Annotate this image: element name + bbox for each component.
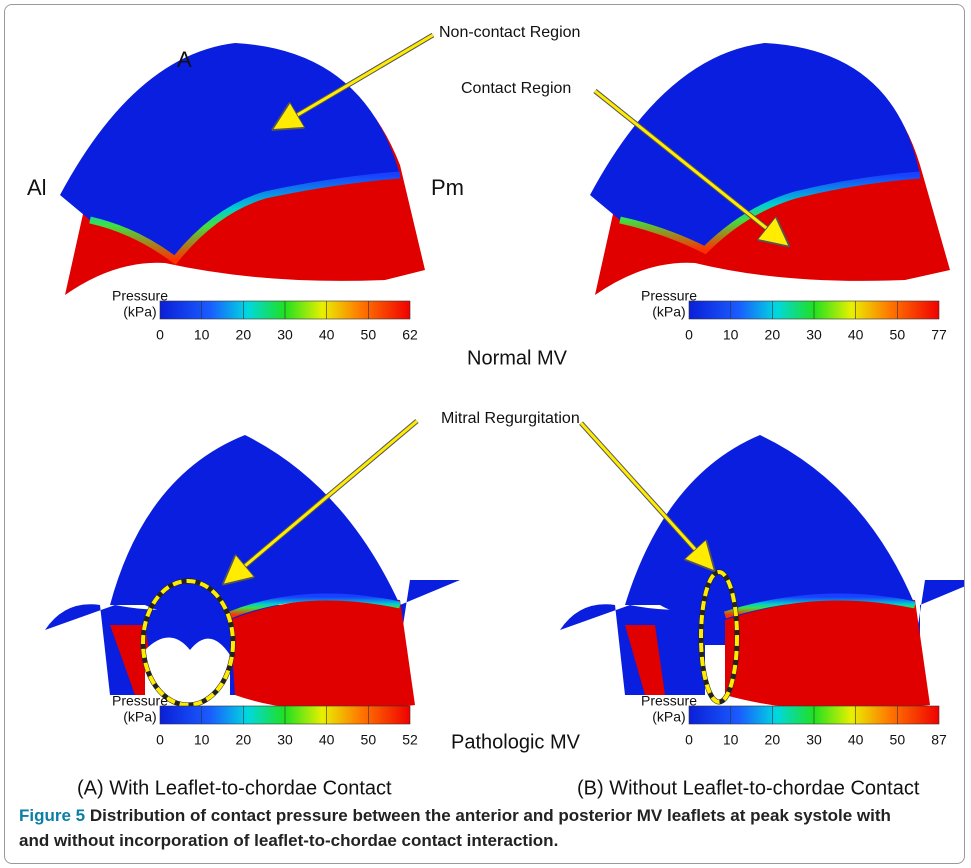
annotation: Non-contact Region — [439, 24, 580, 41]
column-label: (A) With Leaflet-to-chordae Contact — [77, 777, 392, 799]
valve-top-right — [590, 43, 950, 295]
colorbar-title: (kPa) — [652, 709, 685, 725]
annotation: Al — [27, 175, 47, 200]
colorbar-tick-label: 62 — [402, 327, 418, 343]
colorbar-title: Pressure — [112, 288, 168, 304]
colorbar-tick-label: 50 — [890, 732, 906, 748]
colorbar-tick-label: 30 — [277, 732, 293, 748]
colorbar-title: Pressure — [112, 693, 168, 709]
row-label: Normal MV — [467, 347, 568, 369]
colorbar-tick-label: 50 — [890, 327, 906, 343]
colorbar-title: Pressure — [641, 288, 697, 304]
colorbar-tick-label: 30 — [277, 327, 293, 343]
colorbar-tick-label: 52 — [402, 732, 418, 748]
annotation: A — [177, 47, 192, 72]
arrows — [227, 32, 785, 581]
valve-bottom-left — [45, 435, 460, 711]
colorbar-tick-label: 20 — [765, 327, 781, 343]
colorbar-tick-label: 10 — [723, 732, 739, 748]
colorbar-tick-label: 40 — [319, 327, 335, 343]
annotation: Contact Region — [461, 80, 571, 97]
colorbar-tick-label: 87 — [931, 732, 947, 748]
column-label: (B) Without Leaflet-to-chordae Contact — [577, 777, 920, 799]
colorbar-tick-label: 20 — [236, 327, 252, 343]
colorbar-tick-label: 40 — [848, 732, 864, 748]
colorbar-tick-label: 10 — [723, 327, 739, 343]
colorbar-tick-label: 20 — [236, 732, 252, 748]
colorbar-tick-label: 10 — [194, 327, 210, 343]
colorbar-tick-label: 40 — [848, 327, 864, 343]
valve-top-left — [60, 43, 425, 295]
colorbar-tick-label: 50 — [361, 327, 377, 343]
figure: Non-contact Region Contact Region A Al P… — [27, 24, 964, 799]
colorbar-title: (kPa) — [123, 709, 156, 725]
regurgitation-rings — [140, 569, 740, 708]
colorbar-tick-label: 30 — [806, 327, 822, 343]
figure-frame: Non-contact Region Contact Region A Al P… — [4, 4, 965, 864]
caption-label: Figure 5 — [19, 806, 86, 825]
annotation: Pm — [431, 175, 464, 200]
colorbar-tick-label: 50 — [361, 732, 377, 748]
colorbar-tick-label: 0 — [156, 732, 164, 748]
colorbar-tick-label: 0 — [156, 327, 164, 343]
colorbar-tick-label: 20 — [765, 732, 781, 748]
colorbar-tick-label: 77 — [931, 327, 947, 343]
colorbar-title: Pressure — [641, 693, 697, 709]
caption: Figure 5 Distribution of contact pressur… — [19, 803, 919, 853]
colorbar-tick-label: 30 — [806, 732, 822, 748]
row-label: Pathologic MV — [451, 731, 581, 753]
colorbar-tick-label: 0 — [685, 327, 693, 343]
colorbar-tick-label: 0 — [685, 732, 693, 748]
colorbar-tick-label: 40 — [319, 732, 335, 748]
valve-bottom-right — [560, 435, 964, 711]
colorbar-title: (kPa) — [123, 304, 156, 320]
caption-text: Distribution of contact pressure between… — [19, 806, 891, 850]
annotation: Mitral Regurgitation — [441, 410, 580, 427]
colorbar-tick-label: 10 — [194, 732, 210, 748]
colorbar-title: (kPa) — [652, 304, 685, 320]
